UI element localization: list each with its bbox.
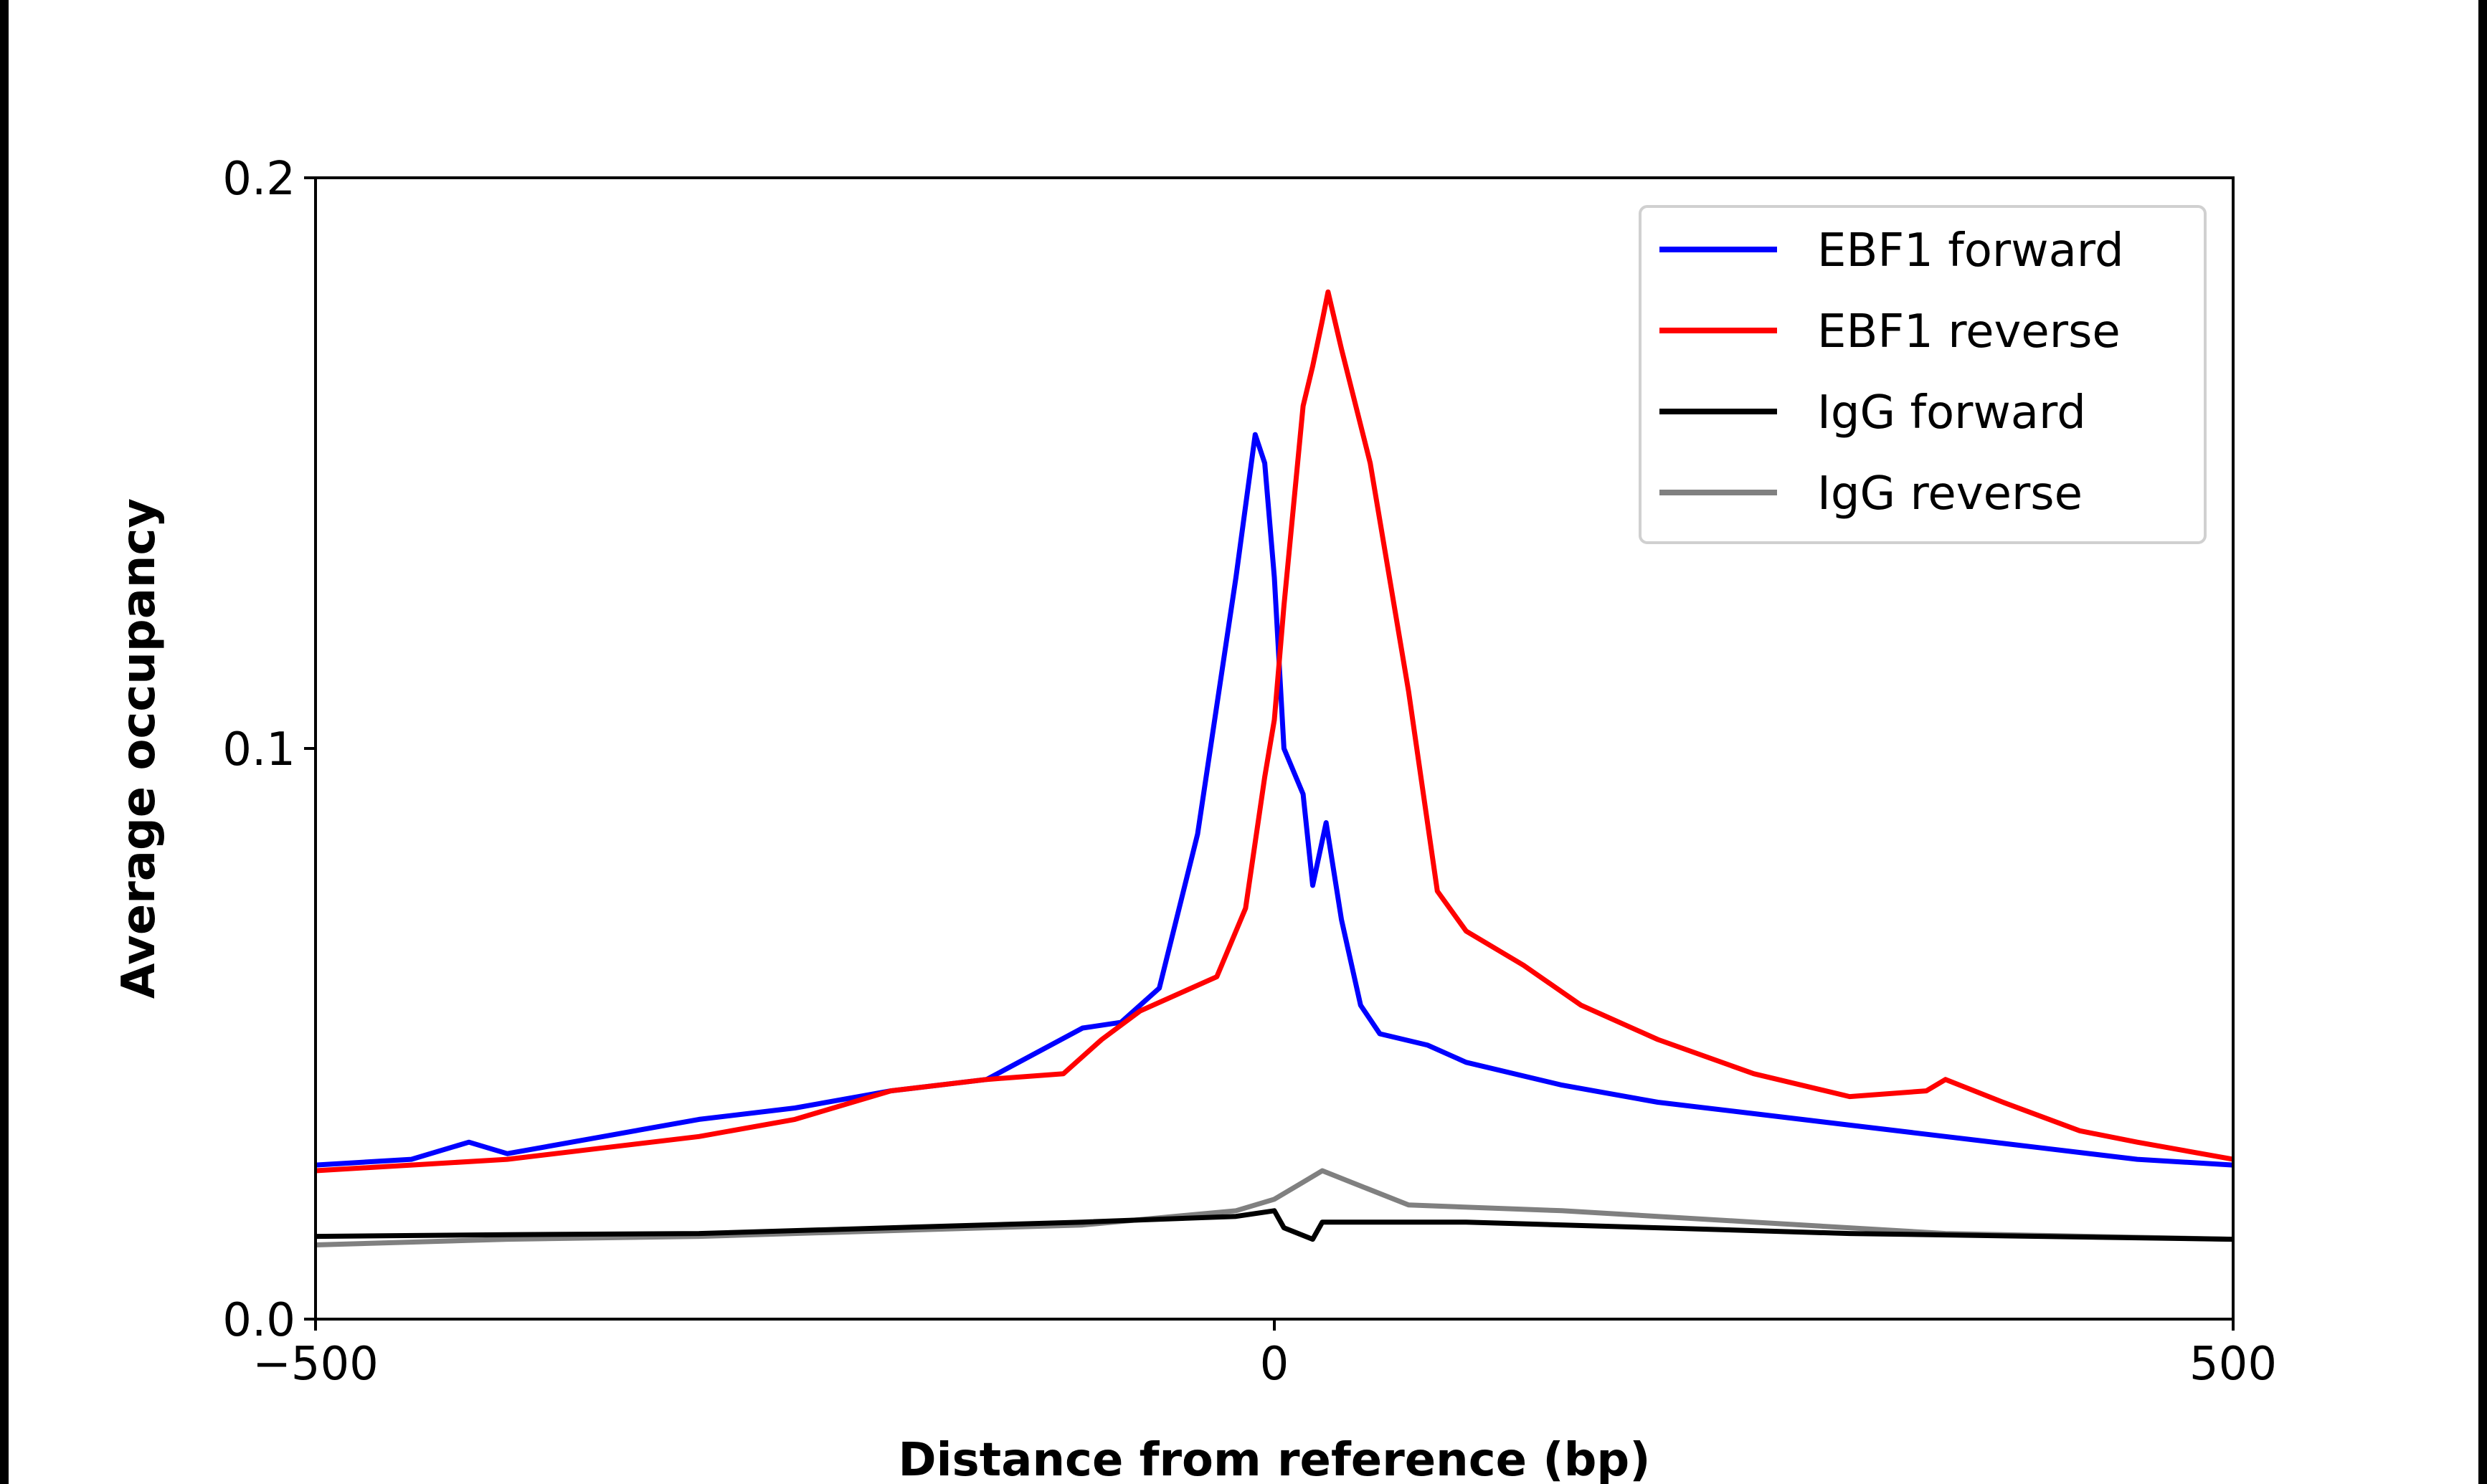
x-tick-label: 500	[2189, 1338, 2277, 1391]
x-tick-label: 0	[1260, 1338, 1289, 1391]
series-line-igg-reverse	[315, 1168, 2234, 1247]
legend: EBF1 forward EBF1 reverse IgG forward IgG r…	[1639, 205, 2207, 544]
legend-label: IgG reverse	[1817, 467, 2083, 520]
legend-label: EBF1 forward	[1817, 224, 2124, 277]
series-lines	[315, 289, 2234, 1247]
axis-ticks: −500 0 500 0.0 0.1 0.2	[222, 153, 2277, 1391]
y-tick-label: 0.0	[222, 1294, 295, 1347]
y-tick-label: 0.2	[222, 153, 295, 206]
legend-label: EBF1 reverse	[1817, 305, 2121, 358]
legend-box	[1639, 205, 2207, 544]
x-tick-label: −500	[252, 1338, 379, 1391]
y-axis-label: Average occupancy	[113, 498, 166, 999]
right-border	[2478, 0, 2487, 1484]
x-axis-label: Distance from reference (bp)	[899, 1434, 1651, 1484]
series-line-igg-forward	[315, 1208, 2234, 1242]
series-line-ebf1-reverse	[315, 289, 2234, 1174]
left-border	[0, 0, 9, 1484]
legend-label: IgG forward	[1817, 386, 2086, 439]
y-tick-label: 0.1	[222, 723, 295, 776]
series-line-ebf1-forward	[315, 432, 2234, 1168]
